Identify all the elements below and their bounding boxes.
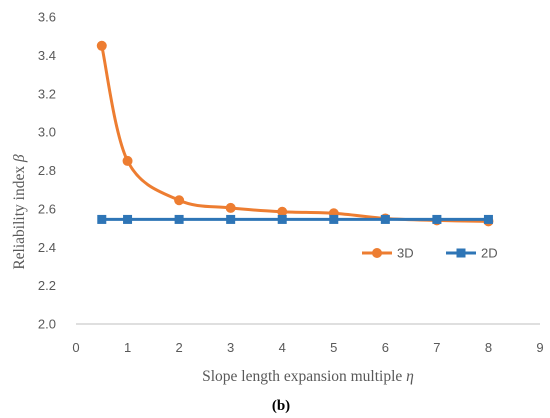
x-tick-label: 6 [382,340,389,355]
legend-item-2d: 2D [446,246,498,261]
legend-marker-square [456,248,466,258]
series-3d [96,40,494,227]
x-tick-label: 2 [175,340,182,355]
legend-item-3d: 3D [362,246,414,261]
x-tick-label: 7 [433,340,440,355]
data-point-2d [277,214,287,224]
x-tick-label: 3 [227,340,234,355]
series-3d-line [100,45,489,223]
x-tick-label: 1 [124,340,131,355]
x-axis-title: Slope length expansion multiple η [202,368,414,385]
data-point-2d [174,214,184,224]
data-point-2d [226,214,236,224]
data-point-3d [277,206,288,217]
data-point-3d [96,40,107,51]
series-2d [97,214,493,224]
y-tick-labels: 2.0 2.2 2.4 2.6 2.8 3.0 3.2 3.4 3.6 [38,10,56,332]
x-axis-title-symbol: η [406,368,414,385]
y-tick-label: 3.0 [38,125,56,140]
x-tick-label: 0 [72,340,79,355]
data-point-2d [483,214,493,224]
x-tick-label: 4 [279,340,286,355]
y-tick-label: 3.2 [38,86,56,101]
y-axis-title-symbol: β [11,154,28,163]
y-tick-label: 3.6 [38,10,56,25]
y-axis-title: Reliability index β [11,154,28,270]
y-tick-label: 2.0 [38,317,56,332]
legend-label: 2D [481,246,498,261]
data-point-3d [174,195,185,206]
x-tick-label: 5 [330,340,337,355]
data-point-3d [225,202,236,213]
x-tick-label: 9 [536,340,543,355]
legend-marker-circle [372,248,382,258]
y-tick-label: 2.8 [38,163,56,178]
legend-label: 3D [397,246,414,261]
y-tick-label: 2.2 [38,278,56,293]
series-layer [96,40,494,227]
x-tick-labels: 0 1 2 3 4 5 6 7 8 9 [72,340,543,355]
data-point-2d [329,214,339,224]
data-point-2d [432,214,442,224]
data-point-3d [122,155,133,166]
y-axis-title-text: Reliability index [11,162,28,270]
data-point-2d [97,214,107,224]
x-axis-title-text: Slope length expansion multiple [202,368,406,385]
data-point-2d [123,214,133,224]
data-point-2d [380,214,390,224]
x-tick-label: 8 [485,340,492,355]
legend: 3D 2D [362,246,498,261]
figure-caption: (b) [272,398,290,414]
y-tick-label: 2.4 [38,240,56,255]
y-tick-label: 3.4 [38,48,56,63]
y-tick-label: 2.6 [38,201,56,216]
